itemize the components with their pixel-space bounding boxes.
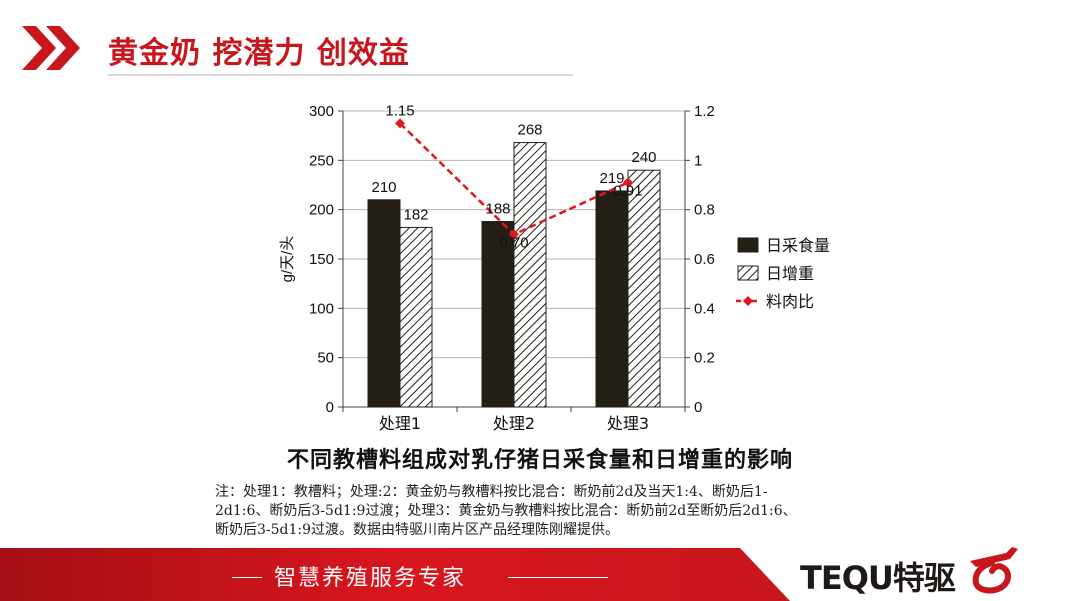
bar-data-label: 182: [403, 206, 428, 223]
line-point: [509, 229, 519, 240]
bar-data-label: 240: [631, 149, 656, 166]
header-chevron-icon: [22, 26, 80, 70]
legend-label: 料肉比: [766, 292, 814, 311]
legend-label: 日采食量: [766, 236, 830, 255]
footer-rule: [232, 577, 262, 578]
footnote-line: 断奶后3-5d1:9过渡。数据由特驱川南片区产品经理陈刚耀提供。: [215, 522, 620, 538]
bar-data-label: 268: [517, 122, 542, 139]
line-point: [395, 118, 405, 129]
bar-data-label: 219: [599, 170, 624, 187]
y-tick-label: 100: [309, 300, 334, 317]
bar: [399, 226, 433, 408]
y2-tick-label: 0.8: [694, 202, 715, 219]
legend-swatch: [737, 265, 759, 281]
y2-tick-label: 1: [694, 152, 702, 169]
y-tick-label: 300: [309, 103, 334, 120]
bar: [367, 199, 401, 408]
x-tick-label: 处理1: [379, 414, 421, 433]
chart-caption: 不同教槽料组成对乳仔猪日采食量和日增重的影响: [286, 447, 793, 473]
y-axis-label: g/天/头: [279, 236, 296, 283]
y-tick-label: 150: [309, 251, 334, 268]
legend-marker: [743, 296, 753, 306]
y2-tick-label: 1.2: [694, 103, 715, 120]
bar: [481, 221, 515, 408]
y2-tick-label: 0.4: [694, 300, 715, 317]
line-data-label: 0.91: [613, 183, 642, 200]
bar-data-label: 188: [485, 201, 510, 218]
y2-tick-label: 0.6: [694, 251, 715, 268]
y2-tick-label: 0: [694, 399, 702, 416]
footnote-line: 2d1:6、断奶后3-5d1:9过渡；处理3：黄金奶与教槽料按比混合：断奶前2d…: [215, 503, 797, 519]
y-tick-label: 50: [317, 350, 334, 367]
y-tick-label: 250: [309, 152, 334, 169]
line-data-label: 1.15: [385, 102, 414, 119]
brand-name: TEQU特驱: [800, 559, 956, 597]
page-title: 黄金奶 挖潜力 创效益: [108, 36, 410, 71]
bar-data-label: 210: [371, 179, 396, 196]
legend-label: 日增重: [766, 264, 814, 283]
footnote: 注：处理1：教槽料；处理:2：黄金奶与教槽料按比混合：断奶前2d及当天1:4、断…: [215, 483, 950, 540]
line-point: [623, 177, 633, 188]
y-tick-label: 0: [326, 399, 334, 416]
y2-tick-label: 0.2: [694, 350, 715, 367]
line-data-label: 0.70: [499, 234, 528, 251]
title-divider: [108, 74, 573, 76]
footnote-line: 注：处理1：教槽料；处理:2：黄金奶与教槽料按比混合：断奶前2d及当天1:4、断…: [215, 484, 768, 500]
brand-logo-icon: [970, 547, 1018, 594]
x-tick-label: 处理2: [493, 414, 535, 433]
x-tick-label: 处理3: [607, 414, 649, 433]
footer-slogan: 智慧养殖服务专家: [274, 566, 467, 591]
y-tick-label: 200: [309, 202, 334, 219]
footer-rule: [508, 577, 608, 578]
bar: [627, 169, 661, 408]
bar: [513, 142, 547, 408]
legend-swatch: [737, 237, 759, 253]
footer-band: [0, 548, 790, 601]
bar: [595, 190, 629, 408]
